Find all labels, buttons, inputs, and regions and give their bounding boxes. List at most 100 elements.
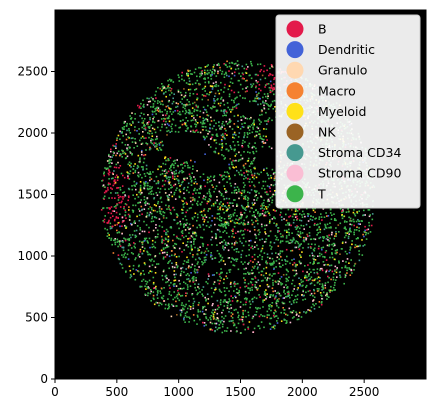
cell-point (222, 247, 224, 249)
cell-point (257, 266, 259, 269)
cell-point (219, 272, 222, 275)
cell-point (132, 253, 134, 255)
cell-point (302, 284, 304, 287)
cell-point (194, 82, 197, 85)
cell-point (173, 184, 175, 187)
cell-point (137, 104, 139, 107)
cell-point (196, 79, 199, 82)
cell-point (108, 153, 110, 156)
cell-point (258, 271, 260, 274)
cell-point (114, 224, 116, 226)
cell-point (117, 257, 120, 260)
cell-point (285, 229, 288, 232)
cell-point (241, 320, 244, 323)
cell-point (241, 316, 243, 318)
cell-point (218, 252, 220, 255)
cell-point (310, 306, 313, 309)
cell-point (119, 245, 122, 247)
cell-point (291, 215, 294, 218)
cell-point (162, 217, 165, 219)
cell-point (270, 317, 273, 320)
cell-point (274, 210, 276, 212)
cell-point (108, 208, 111, 210)
cell-point (182, 242, 184, 244)
cell-point (192, 129, 194, 132)
cell-point (227, 301, 230, 303)
cell-point (235, 248, 237, 250)
cell-point (173, 234, 175, 236)
cell-point (179, 287, 182, 290)
cell-point (328, 296, 330, 298)
cell-point (259, 135, 262, 138)
cell-point (232, 297, 234, 299)
cell-point (201, 242, 204, 245)
cell-point (238, 314, 240, 317)
cell-point (122, 249, 125, 252)
cell-point (255, 199, 258, 201)
cell-point (287, 279, 289, 282)
cell-point (219, 254, 222, 257)
cell-point (146, 104, 149, 106)
cell-point (165, 120, 167, 123)
cell-point (200, 185, 202, 187)
cell-point (124, 203, 127, 205)
cell-point (266, 139, 268, 141)
cell-point (308, 268, 311, 271)
cell-point (217, 327, 220, 329)
cell-point (162, 162, 164, 165)
cell-point (250, 207, 252, 209)
cell-point (235, 104, 237, 107)
cell-point (274, 106, 276, 108)
cell-point (260, 110, 263, 113)
cell-point (202, 262, 205, 264)
cell-point (173, 273, 175, 276)
cell-point (148, 253, 150, 256)
cell-point (371, 218, 374, 221)
cell-point (236, 222, 238, 224)
cell-point (237, 144, 240, 146)
cell-point (199, 291, 201, 293)
cell-point (116, 223, 118, 226)
cell-point (138, 253, 140, 256)
cell-point (186, 209, 189, 212)
cell-point (212, 283, 215, 285)
cell-point (257, 103, 259, 106)
cell-point (280, 311, 282, 314)
cell-point (197, 200, 199, 203)
cell-point (152, 118, 154, 120)
cell-point (110, 192, 112, 194)
cell-point (271, 195, 274, 198)
cell-point (252, 83, 255, 85)
cell-point (264, 233, 267, 235)
cell-point (363, 209, 365, 212)
cell-point (229, 202, 232, 204)
cell-point (242, 230, 245, 232)
cell-point (321, 289, 323, 291)
cell-point (276, 305, 278, 307)
cell-point (140, 205, 143, 208)
cell-point (237, 114, 239, 117)
cell-point (202, 321, 204, 324)
cell-point (183, 260, 186, 262)
cell-point (180, 163, 182, 166)
cell-point (204, 90, 206, 92)
cell-point (197, 106, 199, 109)
cell-point (135, 183, 138, 185)
cell-point (266, 310, 269, 313)
cell-point (253, 121, 255, 123)
cell-point (168, 293, 170, 295)
cell-point (247, 204, 249, 206)
cell-point (254, 241, 256, 243)
cell-point (170, 166, 172, 168)
cell-point (301, 232, 304, 234)
cell-point (312, 268, 315, 271)
cell-point (127, 177, 129, 179)
cell-point (217, 304, 219, 307)
cell-point (349, 217, 352, 220)
cell-point (204, 198, 206, 201)
cell-point (128, 238, 131, 241)
cell-point (264, 86, 266, 88)
cell-point (204, 78, 206, 80)
cell-point (171, 254, 173, 257)
cell-point (152, 171, 154, 173)
